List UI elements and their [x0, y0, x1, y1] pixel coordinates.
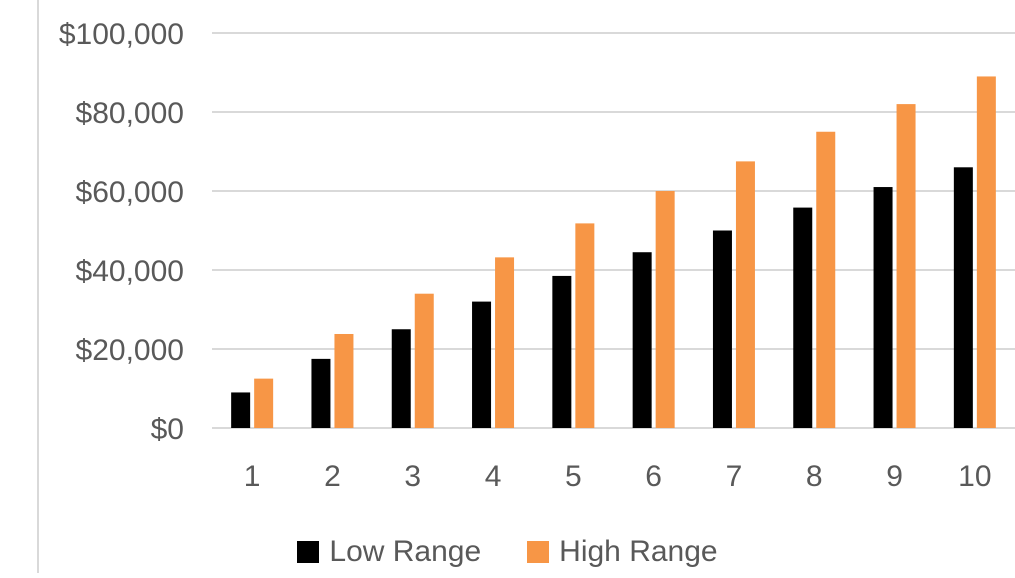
x-tick-label: 6	[645, 460, 662, 493]
bar-low-range-5	[552, 275, 572, 428]
bar-low-range-8	[793, 207, 813, 428]
legend-item-high-range: High Range	[527, 535, 718, 569]
bar-low-range-2	[311, 358, 331, 428]
bar-high-range-1	[254, 378, 274, 428]
bar-high-range-10	[976, 76, 996, 428]
y-tick-label: $40,000	[76, 255, 184, 288]
bar-high-range-9	[896, 104, 916, 428]
legend-swatch-high-range	[527, 541, 550, 563]
x-tick-label: 1	[244, 460, 261, 493]
x-tick-label: 7	[726, 460, 743, 493]
y-tick-label: $100,000	[59, 18, 184, 51]
bar-low-range-6	[632, 252, 652, 428]
bar-high-range-4	[495, 257, 515, 428]
bar-low-range-1	[231, 392, 251, 428]
bars	[231, 76, 996, 429]
gridlines	[212, 32, 1015, 429]
bar-low-range-10	[953, 167, 973, 429]
x-tick-label: 2	[324, 460, 341, 493]
y-tick-label: $20,000	[76, 334, 184, 367]
bar-low-range-3	[391, 329, 411, 428]
bar-high-range-5	[575, 223, 595, 428]
bar-low-range-9	[873, 187, 893, 428]
y-axis-tick-labels: $0 $20,000 $40,000 $60,000 $80,000 $100,000	[59, 18, 184, 446]
legend-label-low-range: Low Range	[329, 535, 482, 568]
x-tick-label: 10	[958, 460, 991, 493]
bar-high-range-3	[414, 293, 434, 428]
y-tick-label: $0	[151, 413, 184, 446]
legend: Low Range High Range	[0, 532, 1015, 572]
x-axis-tick-labels: 1 2 3 4 5 6 7 8 9 10	[244, 460, 992, 493]
legend-item-low-range: Low Range	[297, 535, 481, 569]
x-tick-label: 5	[565, 460, 582, 493]
bar-high-range-7	[735, 161, 755, 428]
y-tick-label: $80,000	[76, 97, 184, 130]
y-tick-label: $60,000	[76, 176, 184, 209]
legend-swatch-low-range	[297, 541, 320, 563]
x-tick-label: 9	[886, 460, 903, 493]
x-tick-label: 8	[806, 460, 823, 493]
bar-low-range-4	[472, 301, 492, 428]
bar-high-range-6	[655, 191, 675, 428]
x-tick-label: 3	[404, 460, 421, 493]
bar-high-range-8	[816, 131, 836, 428]
x-tick-label: 4	[485, 460, 502, 493]
legend-label-high-range: High Range	[559, 535, 718, 568]
bar-low-range-7	[712, 230, 732, 428]
bar-high-range-2	[334, 333, 354, 428]
